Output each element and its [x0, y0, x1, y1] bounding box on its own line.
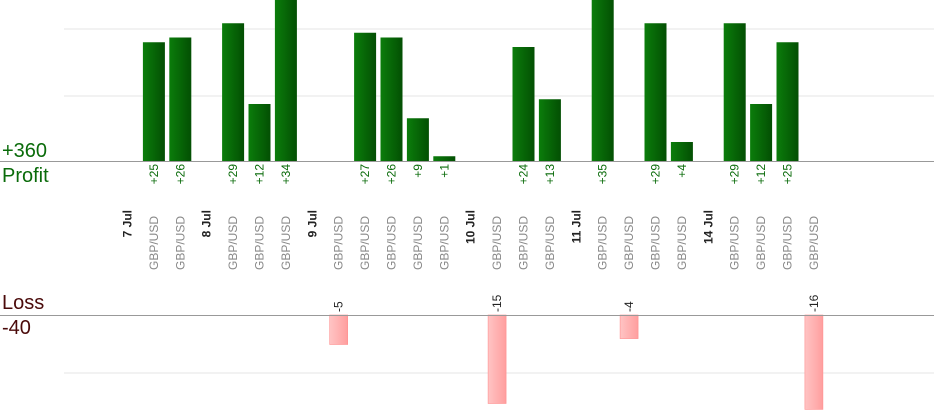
pair-label: GBP/USD: [490, 216, 504, 270]
pair-label: GBP/USD: [781, 216, 795, 270]
date-label: 10 Jul: [464, 210, 478, 244]
profit-bar: [354, 32, 377, 161]
profit-bar: [591, 0, 614, 161]
profit-value-label: +9: [411, 164, 425, 178]
pair-label: GBP/USD: [411, 216, 425, 270]
pair-label: GBP/USD: [437, 216, 451, 270]
profit-value-label: +12: [253, 164, 267, 185]
pair-label: GBP/USD: [754, 216, 768, 270]
pair-label: GBP/USD: [332, 216, 346, 270]
profit-value-label: +34: [279, 164, 293, 185]
profit-bar: [512, 47, 535, 161]
profit-bar: [433, 156, 456, 161]
profit-bar: [248, 104, 271, 161]
profit-value-label: +35: [596, 164, 610, 185]
pair-label: GBP/USD: [147, 216, 161, 270]
pair-label: GBP/USD: [279, 216, 293, 270]
pair-label: GBP/USD: [226, 216, 240, 270]
loss-axis-label: Loss: [2, 292, 45, 314]
profit-bar: [538, 99, 561, 161]
date-label: 8 Jul: [200, 210, 214, 237]
pair-label: GBP/USD: [728, 216, 742, 270]
loss-value-label: -15: [490, 294, 504, 312]
profit-value-label: +26: [385, 164, 399, 185]
loss-value-label: -5: [332, 301, 346, 312]
profit-value-label: +24: [517, 164, 531, 185]
bars: [142, 0, 824, 410]
profit-value-label: +27: [358, 164, 372, 185]
profit-value-label: +25: [147, 164, 161, 185]
profit-value-label: +26: [173, 164, 187, 185]
profit-bar: [380, 37, 403, 161]
pair-label: GBP/USD: [517, 216, 531, 270]
profit-axis-label: Profit: [2, 165, 49, 187]
loss-bar: [487, 314, 507, 404]
pair-label: GBP/USD: [675, 216, 689, 270]
profit-bar: [776, 42, 799, 161]
pair-label: GBP/USD: [596, 216, 610, 270]
profit-value-label: +25: [781, 164, 795, 185]
loss-bar: [804, 314, 824, 410]
profit-bar: [274, 0, 297, 161]
profit-value-label: +29: [226, 164, 240, 185]
profit-bar: [750, 104, 773, 161]
labels: 7 Jul GBP/USD +25 GBP/USD +26 8 Jul GBP/USD +29…: [121, 164, 821, 312]
profit-bar: [142, 42, 165, 161]
date-label: 11 Jul: [569, 210, 583, 243]
profit-value-label: +13: [543, 164, 557, 185]
profit-bar: [644, 23, 667, 161]
profit-value-label: +1: [437, 164, 451, 178]
profit-bar: [723, 23, 746, 161]
pair-label: GBP/USD: [649, 216, 663, 270]
profit-value-label: +4: [675, 164, 689, 178]
pair-label: GBP/USD: [385, 216, 399, 270]
profit-bar: [670, 142, 693, 161]
date-label: 14 Jul: [701, 210, 715, 244]
pair-label: GBP/USD: [173, 216, 187, 270]
pair-label: GBP/USD: [543, 216, 557, 270]
profit-value-label: +29: [649, 164, 663, 185]
profit-value-label: +29: [728, 164, 742, 185]
loss-value-label: -16: [807, 294, 821, 312]
loss-value-label: -4: [622, 301, 636, 312]
date-label: 9 Jul: [305, 210, 319, 237]
loss-min-label: -40: [2, 317, 31, 339]
profit-bar: [222, 23, 245, 161]
profit-value-label: +12: [754, 164, 768, 185]
pair-label: GBP/USD: [253, 216, 267, 270]
profit-bar: [406, 118, 429, 161]
loss-bar: [329, 314, 349, 345]
axes: [0, 161, 934, 316]
pair-label: GBP/USD: [358, 216, 372, 270]
profit-bar: [169, 37, 192, 161]
profit-max-label: +360: [2, 140, 48, 162]
date-label: 7 Jul: [121, 210, 135, 237]
pair-label: GBP/USD: [622, 216, 636, 270]
pair-label: GBP/USD: [807, 216, 821, 270]
loss-bar: [619, 314, 639, 339]
